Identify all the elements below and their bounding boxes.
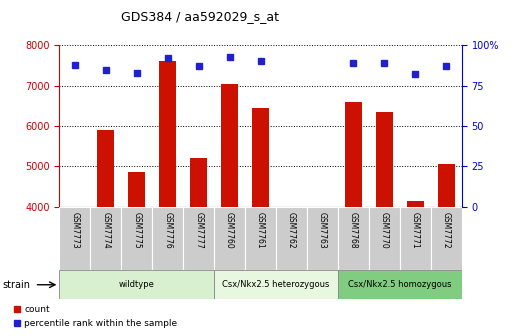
Bar [97, 130, 115, 207]
Bar [221, 84, 238, 207]
Bar [59, 270, 214, 299]
Bar [159, 61, 176, 207]
Bar [214, 270, 338, 299]
Text: GSM7776: GSM7776 [163, 212, 172, 249]
Bar [128, 172, 146, 207]
Text: GSM7777: GSM7777 [194, 212, 203, 249]
Text: GSM7770: GSM7770 [380, 212, 389, 249]
Text: GSM7760: GSM7760 [225, 212, 234, 249]
Bar [369, 207, 400, 270]
Bar [190, 158, 207, 207]
Bar [245, 207, 276, 270]
Text: GSM7762: GSM7762 [287, 212, 296, 248]
Text: GSM7761: GSM7761 [256, 212, 265, 248]
Bar [252, 108, 269, 207]
Bar [90, 207, 121, 270]
Bar [121, 207, 152, 270]
Bar [431, 207, 462, 270]
Bar [307, 207, 338, 270]
Text: GSM7771: GSM7771 [411, 212, 420, 248]
Text: GSM7773: GSM7773 [70, 212, 79, 249]
Bar [214, 207, 245, 270]
Text: GSM7768: GSM7768 [349, 212, 358, 248]
Bar [338, 207, 369, 270]
Text: GSM7763: GSM7763 [318, 212, 327, 249]
Bar [59, 207, 90, 270]
Text: Csx/Nkx2.5 heterozygous: Csx/Nkx2.5 heterozygous [222, 280, 330, 289]
Text: strain: strain [3, 280, 30, 290]
Bar [438, 164, 455, 207]
Bar [345, 102, 362, 207]
Bar [407, 201, 424, 207]
Bar [376, 112, 393, 207]
Text: GSM7772: GSM7772 [442, 212, 451, 248]
Bar [183, 207, 214, 270]
Text: GSM7775: GSM7775 [132, 212, 141, 249]
Text: GDS384 / aa592029_s_at: GDS384 / aa592029_s_at [121, 10, 279, 23]
Legend: count, percentile rank within the sample: count, percentile rank within the sample [10, 302, 181, 332]
Bar [152, 207, 183, 270]
Text: GSM7774: GSM7774 [101, 212, 110, 249]
Bar [338, 270, 462, 299]
Bar [276, 207, 307, 270]
Bar [400, 207, 431, 270]
Text: wildtype: wildtype [119, 280, 155, 289]
Text: Csx/Nkx2.5 homozygous: Csx/Nkx2.5 homozygous [348, 280, 452, 289]
